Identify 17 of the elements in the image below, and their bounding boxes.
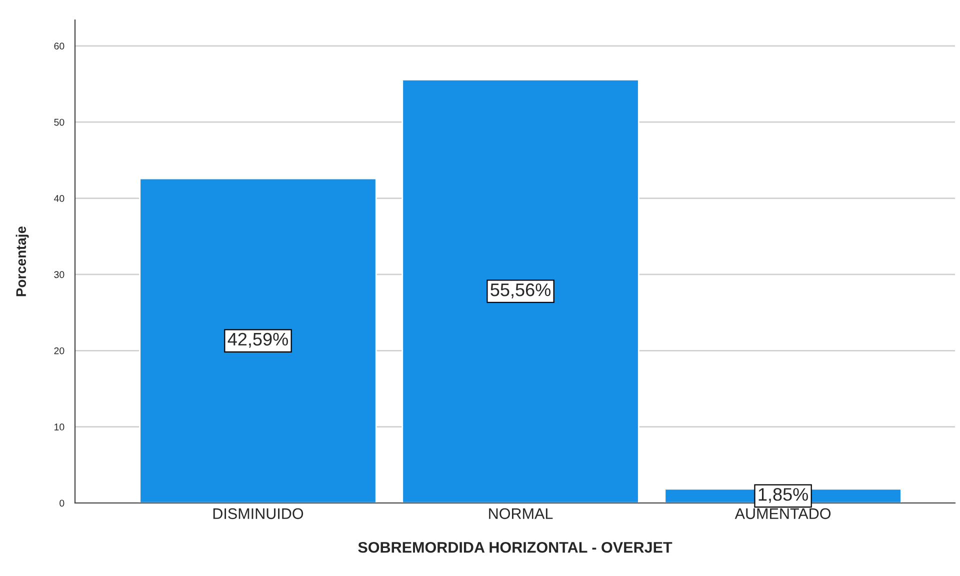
bar [139,178,377,503]
y-tick-label: 30 [54,271,64,278]
x-axis-title: SOBREMORDIDA HORIZONTAL - OVERJET [358,542,672,553]
bar [402,79,640,503]
y-tick-label: 60 [54,42,64,50]
y-tick-label: 40 [54,195,64,202]
y-tick-label: 0 [60,500,64,507]
y-tick-label: 10 [54,424,64,430]
y-tick-label: 50 [54,118,64,126]
data-label: 42,59% [228,332,288,348]
x-tick-label: NORMAL [489,508,553,520]
y-axis-title: Porcentaje [16,226,29,296]
data-label: 1,85% [758,488,808,503]
y-tick-label: 20 [54,347,64,354]
x-tick-label: DISMINUIDO [213,508,304,520]
x-tick-label: AUMENTADO [734,508,831,520]
data-label: 55,56% [490,283,550,298]
